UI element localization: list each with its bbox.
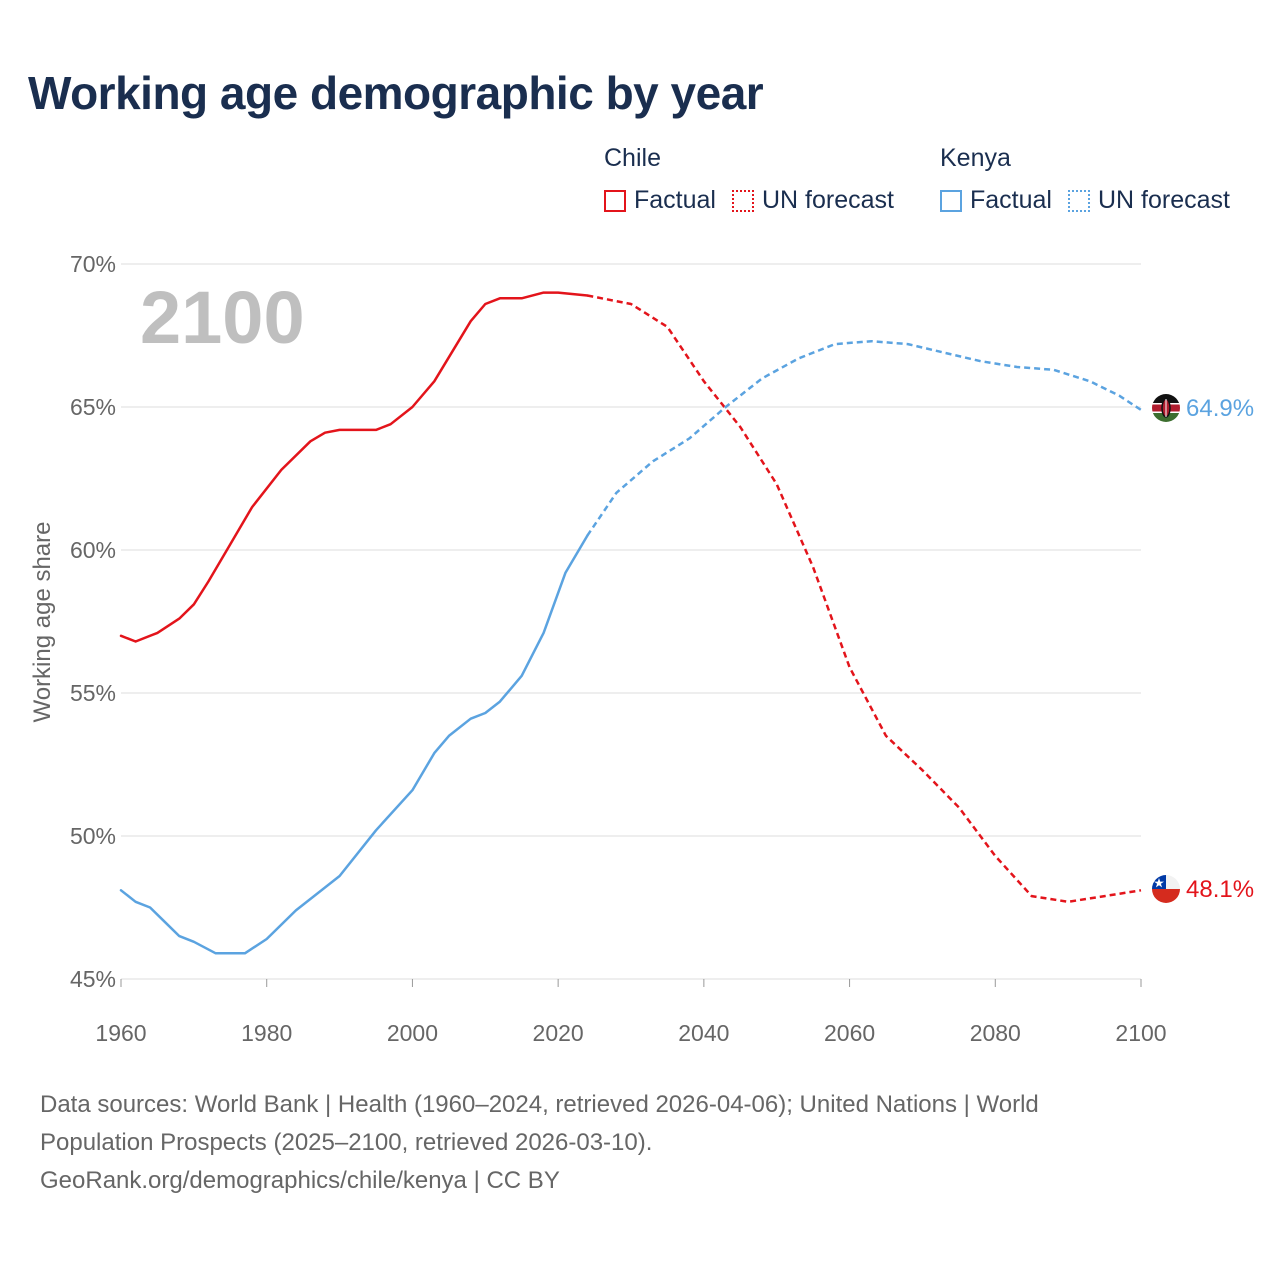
source-line-2: Population Prospects (2025–2100, retriev… <box>40 1129 653 1156</box>
y-tick-label: 60% <box>70 537 116 563</box>
source-note: Data sources: World Bank | Health (1960–… <box>40 1086 1220 1200</box>
legend-chile: Chile Factual UN forecast <box>604 144 910 215</box>
legend-chile-forecast-label: UN forecast <box>761 186 894 214</box>
chile-factual-line[interactable] <box>119 291 589 643</box>
kenya-forecast-line[interactable] <box>586 339 1142 537</box>
grid-layer <box>121 263 1141 980</box>
legend-chile-forecast[interactable]: UN forecast <box>731 186 894 215</box>
x-tick-label: 2080 <box>970 1020 1021 1046</box>
y-tick-label: 55% <box>70 680 116 706</box>
x-tick-label: 1960 <box>95 1020 146 1046</box>
kenya-flag-icon <box>1152 394 1180 422</box>
y-tick-label: 50% <box>70 823 116 849</box>
chart-title: Working age demographic by year <box>28 67 764 119</box>
series-layer <box>119 291 1142 955</box>
legend-kenya-title: Kenya <box>940 144 1011 172</box>
y-tick-label: 45% <box>70 966 116 992</box>
y-axis-label: Working age share <box>29 522 56 723</box>
x-tick-label: 2020 <box>533 1020 584 1046</box>
kenya-factual-line[interactable] <box>119 534 589 955</box>
x-tick-label: 2040 <box>678 1020 729 1046</box>
legend-chile-title: Chile <box>604 144 661 172</box>
legend-chile-factual-swatch <box>604 189 626 212</box>
legend-chile-forecast-swatch <box>731 189 754 212</box>
legend-kenya-factual[interactable]: Factual <box>940 186 1052 215</box>
legend-kenya-forecast[interactable]: UN forecast <box>1067 186 1230 215</box>
source-line-1: Data sources: World Bank | Health (1960–… <box>40 1091 1039 1118</box>
x-tick-label: 1980 <box>241 1020 292 1046</box>
legend-kenya: Kenya Factual UN forecast <box>940 144 1246 215</box>
legend-kenya-forecast-label: UN forecast <box>1097 186 1230 214</box>
line-chart: 2100 45% 50% 55% 60% 65% 70% 1960 1980 2000 2020 2… <box>29 251 1254 1046</box>
x-tick-label: 2100 <box>1115 1020 1166 1046</box>
legend-kenya-factual-label: Factual <box>970 186 1052 214</box>
source-line-3[interactable]: GeoRank.org/demographics/chile/kenya | C… <box>40 1167 560 1194</box>
kenya-end-label: 64.9% <box>1186 395 1254 422</box>
axis-layer: 45% 50% 55% 60% 65% 70% 1960 1980 2000 2020 2040 20… <box>70 251 1167 1046</box>
legend-chile-factual[interactable]: Factual <box>604 186 716 215</box>
legend-kenya-forecast-swatch <box>1067 189 1090 212</box>
chile-forecast-line[interactable] <box>587 294 1142 904</box>
chile-flag-icon <box>1152 875 1180 903</box>
chile-end-label: 48.1% <box>1186 876 1254 903</box>
y-tick-label: 70% <box>70 251 116 277</box>
x-tick-label: 2000 <box>387 1020 438 1046</box>
y-tick-label: 65% <box>70 394 116 420</box>
year-watermark: 2100 <box>140 276 305 359</box>
legend-chile-factual-label: Factual <box>634 186 716 214</box>
x-tick-label: 2060 <box>824 1020 875 1046</box>
legend-kenya-factual-swatch <box>940 189 962 212</box>
